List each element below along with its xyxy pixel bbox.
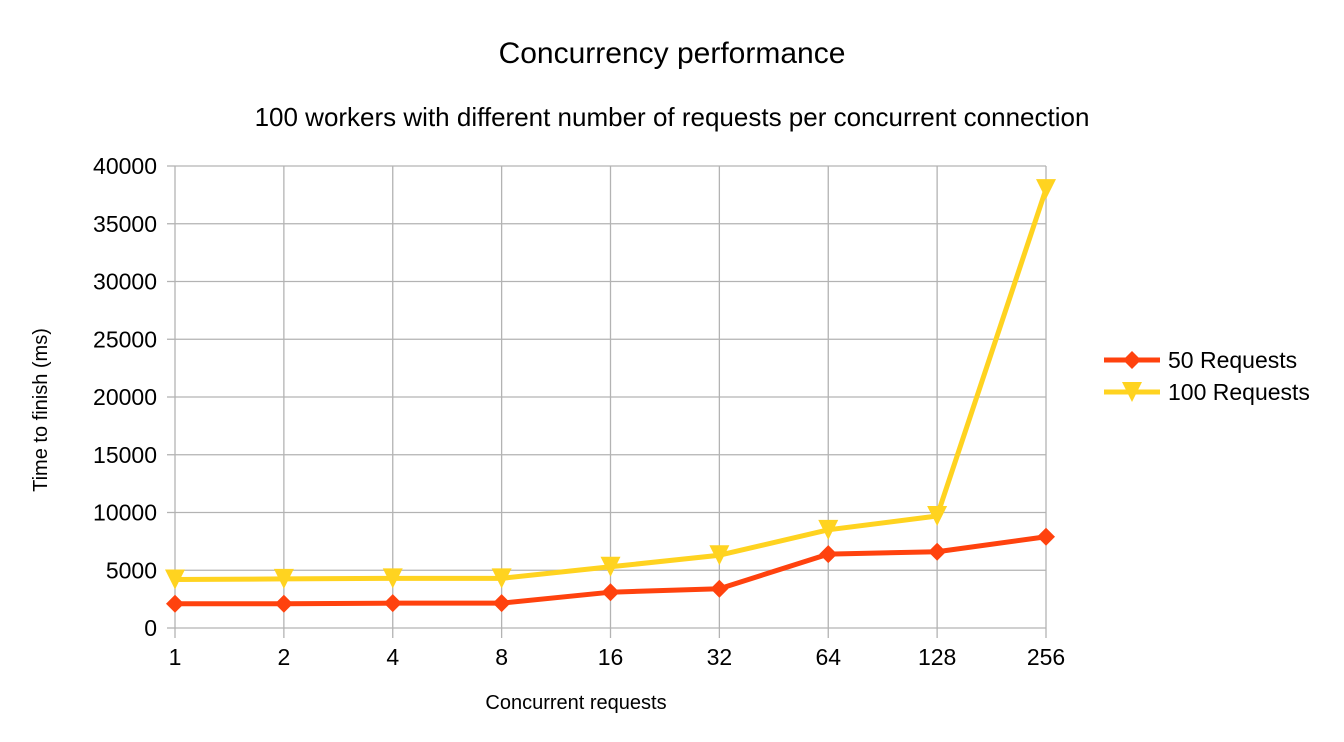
x-tick-label: 32 — [707, 644, 733, 670]
data-point — [600, 556, 621, 577]
data-point — [165, 569, 185, 590]
series-1 — [166, 527, 1055, 613]
x-tick-label: 2 — [277, 644, 290, 670]
x-tick-label: 128 — [918, 644, 956, 670]
series-2 — [165, 179, 1056, 590]
y-axis-ticks: 0 5000 10000 15000 20000 25000 30000 35000 40000 — [93, 153, 175, 641]
x-tick-label: 1 — [169, 644, 182, 670]
y-tick-label: 25000 — [93, 326, 157, 352]
chart-title: Concurrency performance — [499, 37, 846, 70]
y-tick-label: 10000 — [93, 500, 157, 526]
legend-entry: 50 Requests — [1104, 347, 1297, 373]
x-tick-label: 64 — [815, 644, 841, 670]
data-point — [1036, 179, 1056, 200]
data-point — [1037, 527, 1055, 546]
data-point — [601, 583, 620, 602]
legend: 50 Requests 100 Requests — [1104, 347, 1310, 405]
y-axis-title: Time to finish (ms) — [30, 328, 52, 492]
data-point — [383, 594, 402, 613]
data-point — [710, 579, 729, 598]
data-point — [927, 505, 948, 526]
y-tick-label: 40000 — [93, 153, 157, 179]
data-point — [491, 568, 512, 589]
x-tick-label: 8 — [495, 644, 508, 670]
legend-marker — [1123, 351, 1141, 369]
x-tick-label: 16 — [598, 644, 624, 670]
x-axis-title: Concurrent requests — [485, 692, 666, 714]
data-point — [273, 568, 294, 589]
data-point — [166, 594, 184, 613]
chart-subtitle: 100 workers with different number of req… — [255, 102, 1090, 132]
data-point — [709, 545, 730, 566]
legend-marker — [1122, 382, 1142, 402]
data-point — [818, 519, 839, 540]
data-point — [492, 594, 511, 613]
y-tick-label: 15000 — [93, 442, 157, 468]
plot-area — [165, 179, 1056, 613]
x-tick-label: 4 — [386, 644, 399, 670]
y-tick-label: 5000 — [106, 557, 157, 583]
legend-entry: 100 Requests — [1104, 379, 1310, 405]
y-tick-label: 0 — [144, 615, 157, 641]
data-point — [928, 542, 947, 561]
y-tick-label: 35000 — [93, 211, 157, 237]
y-tick-label: 30000 — [93, 269, 157, 295]
legend-label: 50 Requests — [1168, 347, 1297, 373]
legend-label: 100 Requests — [1168, 379, 1310, 405]
data-point — [274, 594, 293, 613]
data-point — [382, 568, 403, 589]
x-axis-ticks: 1 2 4 8 16 32 64 128 256 — [169, 644, 1066, 670]
x-tick-label: 256 — [1027, 644, 1065, 670]
data-point — [819, 545, 838, 564]
y-tick-label: 20000 — [93, 384, 157, 410]
